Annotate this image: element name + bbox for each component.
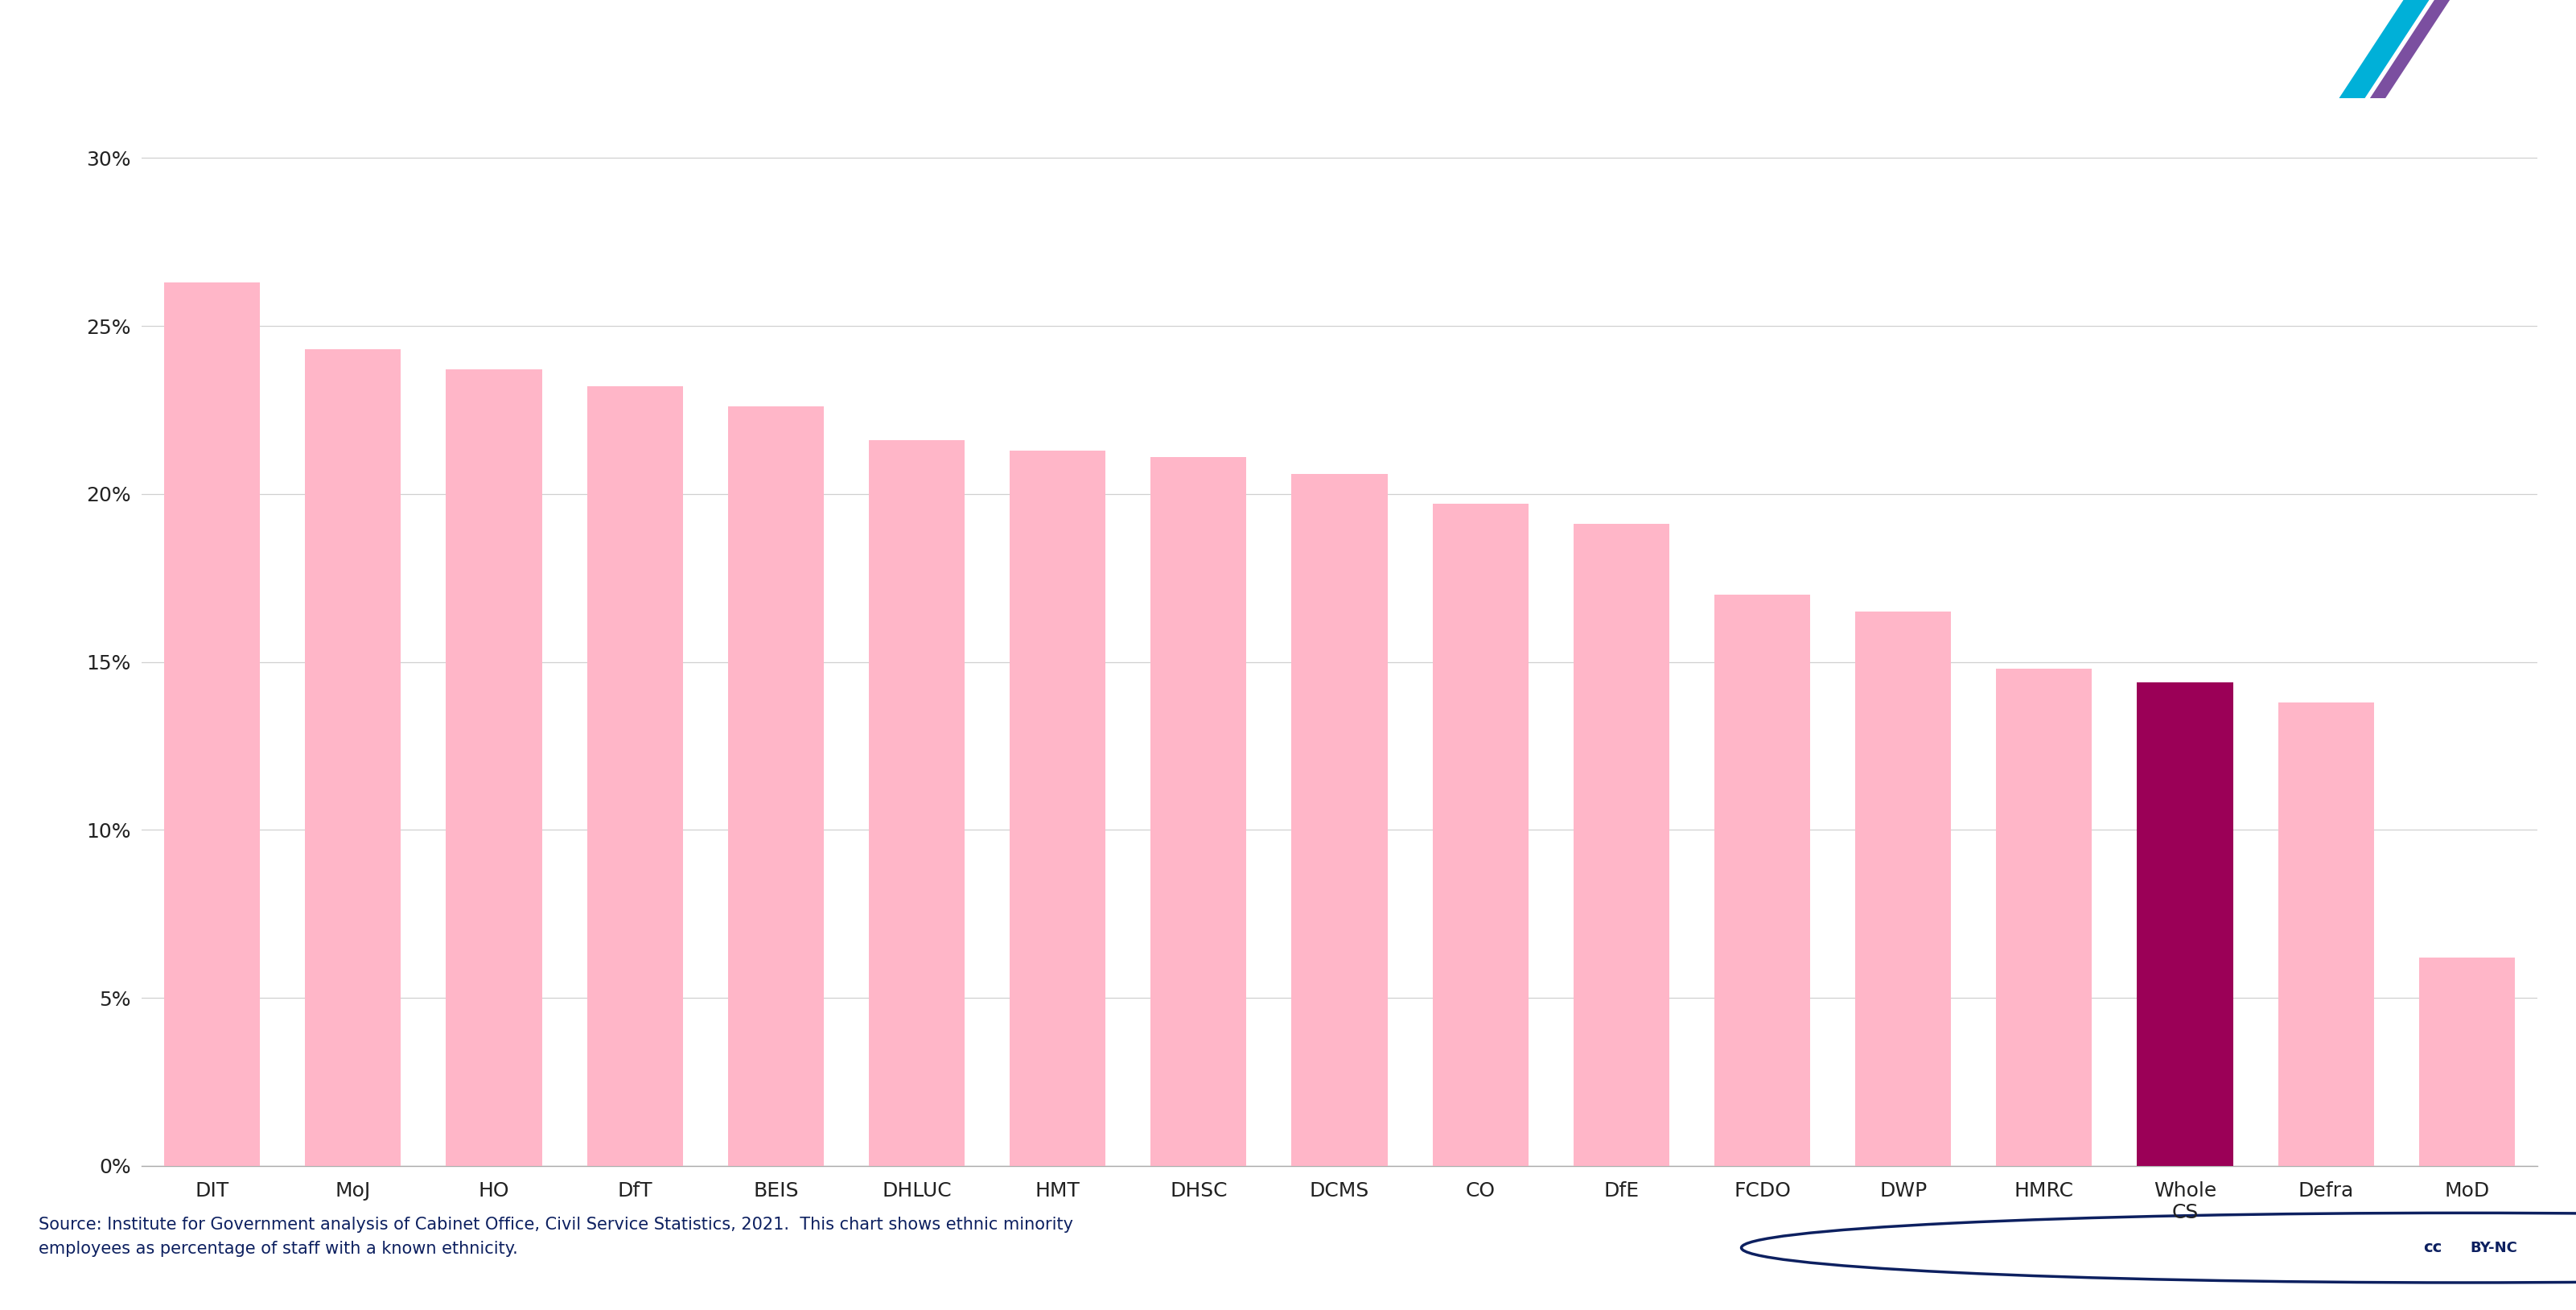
Bar: [446, 369, 541, 1166]
Bar: [1291, 474, 1388, 1166]
Text: BY-NC: BY-NC: [2470, 1241, 2517, 1255]
Text: cc: cc: [2424, 1241, 2442, 1255]
Bar: [165, 283, 260, 1166]
Polygon shape: [2339, 0, 2429, 98]
Bar: [304, 350, 402, 1166]
Bar: [2138, 683, 2233, 1166]
Bar: [2419, 958, 2514, 1166]
Bar: [868, 440, 963, 1166]
Bar: [1574, 524, 1669, 1166]
Bar: [729, 406, 824, 1166]
Text: Source: Institute for Government analysis of Cabinet Office, Civil Service Stati: Source: Institute for Government analysi…: [39, 1217, 1074, 1256]
Bar: [2277, 702, 2375, 1166]
Polygon shape: [2370, 0, 2450, 98]
Bar: [1432, 504, 1528, 1166]
Bar: [1151, 457, 1247, 1166]
Bar: [1855, 612, 1950, 1166]
Bar: [1010, 451, 1105, 1166]
Bar: [587, 386, 683, 1166]
Bar: [1996, 668, 2092, 1166]
Bar: [1716, 595, 1811, 1166]
Text: Proportion of civil servants from an ethnic minority background by department, 3: Proportion of civil servants from an eth…: [39, 35, 1484, 63]
Text: IfG: IfG: [2460, 29, 2530, 69]
